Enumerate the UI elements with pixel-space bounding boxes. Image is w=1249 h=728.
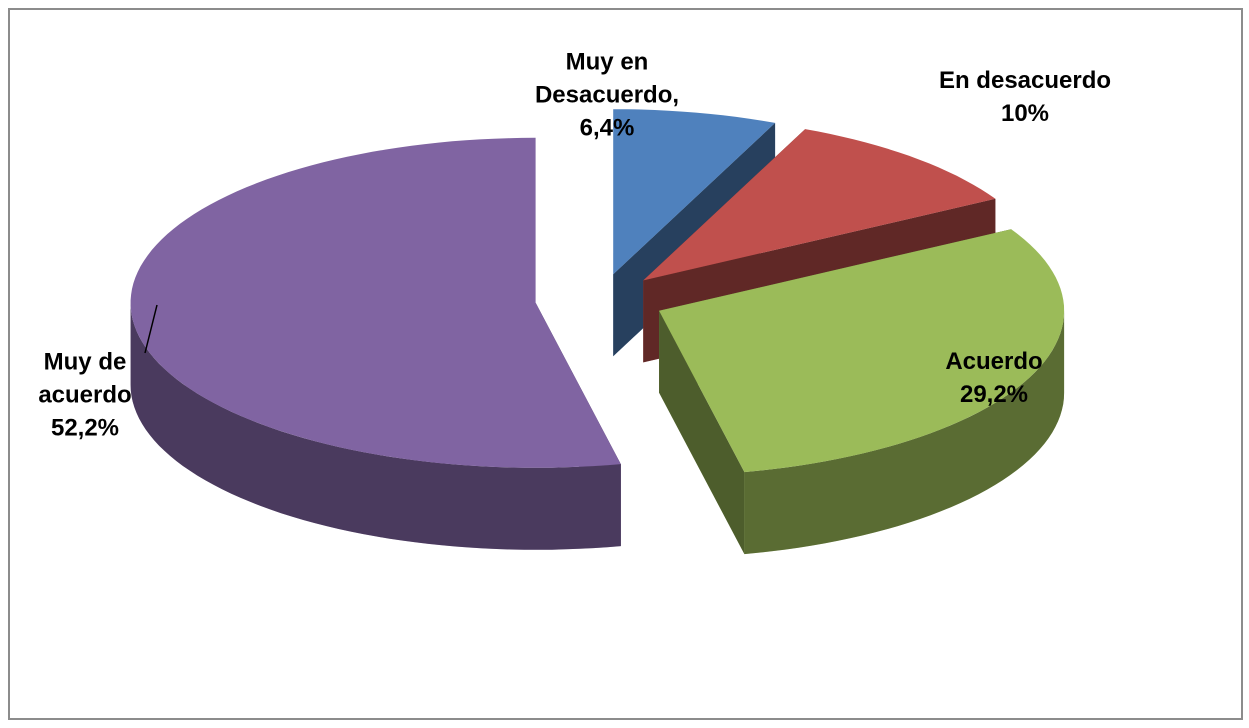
slice-side xyxy=(130,302,621,550)
slice xyxy=(659,229,1065,555)
data-label: Muy en Desacuerdo, 6,4% xyxy=(522,46,692,145)
slice-top xyxy=(659,229,1065,473)
slice xyxy=(130,137,621,550)
category-label: Muy de acuerdo xyxy=(38,348,132,409)
category-label: Muy en Desacuerdo, xyxy=(534,48,680,109)
slice-top xyxy=(130,137,621,468)
leader-line xyxy=(144,304,158,354)
slice-side-shade xyxy=(130,302,621,550)
data-label: Acuerdo 29,2% xyxy=(914,345,1074,411)
category-label: En desacuerdo xyxy=(938,67,1112,94)
data-label: En desacuerdo 10% xyxy=(905,64,1145,130)
pie xyxy=(130,109,1065,555)
data-label: Muy de acuerdo 52,2% xyxy=(15,346,155,445)
value-label: 6,4% xyxy=(579,114,635,142)
slice-top xyxy=(613,109,776,275)
slice-side-shade xyxy=(744,310,1065,555)
category-label: Acuerdo xyxy=(945,348,1043,375)
value-label: 52,2% xyxy=(50,414,120,442)
value-label: 29,2% xyxy=(959,381,1029,408)
slice-side xyxy=(744,310,1065,555)
slice-top xyxy=(643,129,996,281)
slice-wall-shade xyxy=(659,310,745,555)
value-label: 10% xyxy=(1000,100,1050,127)
